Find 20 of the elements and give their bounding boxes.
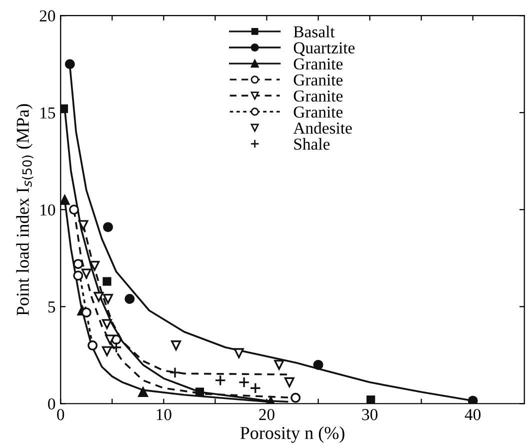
- legend-label: Andesite: [293, 122, 352, 134]
- x-axis-title: Porosity n (%): [240, 426, 344, 443]
- x-tick-label: 10: [156, 408, 172, 420]
- y-tick-label: 0: [48, 398, 56, 410]
- legend-label: Shale: [294, 138, 330, 150]
- x-tick-label: 0: [57, 408, 64, 420]
- legend-label: Basalt: [294, 26, 335, 38]
- legend-label: Granite: [294, 106, 343, 118]
- y-axis-title: Point load index I$_{s(50)}$ (MPa): [16, 104, 34, 316]
- x-tick-label: 40: [464, 408, 481, 420]
- legend-label: Granite: [294, 58, 343, 70]
- legend-label: Granite: [294, 74, 343, 86]
- y-tick-label: 5: [48, 301, 56, 313]
- y-tick-label: 20: [40, 10, 56, 22]
- y-tick-label: 10: [40, 204, 56, 216]
- legend-label: Quartzite: [294, 42, 355, 56]
- legend-label: Granite: [294, 90, 343, 102]
- y-tick-label: 15: [40, 107, 56, 119]
- x-tick-label: 20: [259, 408, 274, 420]
- x-tick-label: 30: [362, 408, 378, 420]
